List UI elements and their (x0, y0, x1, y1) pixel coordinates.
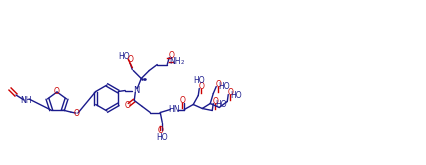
Text: HO: HO (156, 133, 168, 142)
Text: 2: 2 (180, 60, 184, 65)
Text: O: O (124, 101, 130, 110)
Text: HO: HO (230, 91, 242, 100)
Text: O: O (54, 87, 60, 97)
Text: NH: NH (20, 97, 32, 105)
Text: HN: HN (168, 105, 180, 114)
Text: O: O (127, 55, 133, 64)
Text: HO: HO (193, 76, 204, 85)
Text: HO: HO (215, 100, 227, 109)
Text: HO: HO (218, 82, 230, 91)
Text: O: O (198, 82, 204, 91)
Text: O: O (157, 126, 163, 135)
Text: O: O (74, 109, 80, 118)
Text: NH: NH (169, 57, 181, 66)
Text: O: O (212, 97, 218, 106)
Text: O: O (227, 88, 233, 97)
Text: O: O (215, 80, 221, 89)
Text: HO: HO (118, 52, 130, 61)
Text: N: N (133, 86, 139, 95)
Text: O: O (179, 96, 185, 105)
Text: O: O (168, 51, 174, 60)
